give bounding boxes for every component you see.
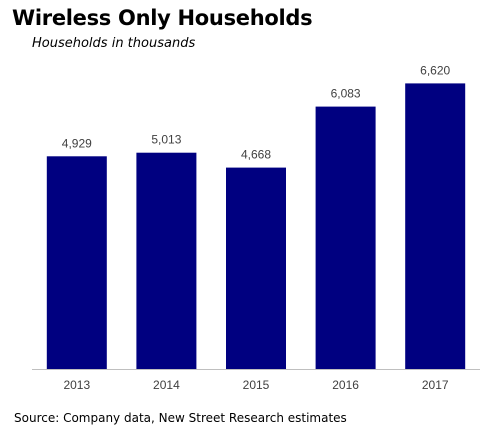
- x-tick-labels-group: 2013 2014 2015 2016 2017: [63, 378, 448, 392]
- x-tick-label-2013: 2013: [63, 378, 90, 392]
- x-tick-label-2015: 2015: [243, 378, 270, 392]
- x-tick-label-2017: 2017: [422, 378, 449, 392]
- value-label-2016: 6,083: [331, 87, 361, 101]
- bar-2017: [405, 83, 466, 370]
- chart-title: Wireless Only Households: [12, 6, 313, 30]
- chart-subtitle: Households in thousands: [32, 36, 196, 51]
- bars-group: [46, 83, 466, 370]
- x-tick-label-2016: 2016: [332, 378, 359, 392]
- bar-2015: [226, 167, 286, 369]
- value-label-2017: 6,620: [420, 63, 450, 77]
- value-label-2014: 5,013: [151, 133, 181, 147]
- value-label-2015: 4,668: [241, 148, 271, 162]
- source-note: Source: Company data, New Street Researc…: [14, 411, 347, 425]
- bar-2016: [315, 106, 376, 369]
- x-tick-label-2014: 2014: [153, 378, 180, 392]
- value-labels-group: 4,929 5,013 4,668 6,083 6,620: [62, 63, 451, 161]
- bar-2014: [136, 152, 197, 369]
- value-label-2013: 4,929: [62, 136, 92, 150]
- bar-2013: [46, 156, 107, 369]
